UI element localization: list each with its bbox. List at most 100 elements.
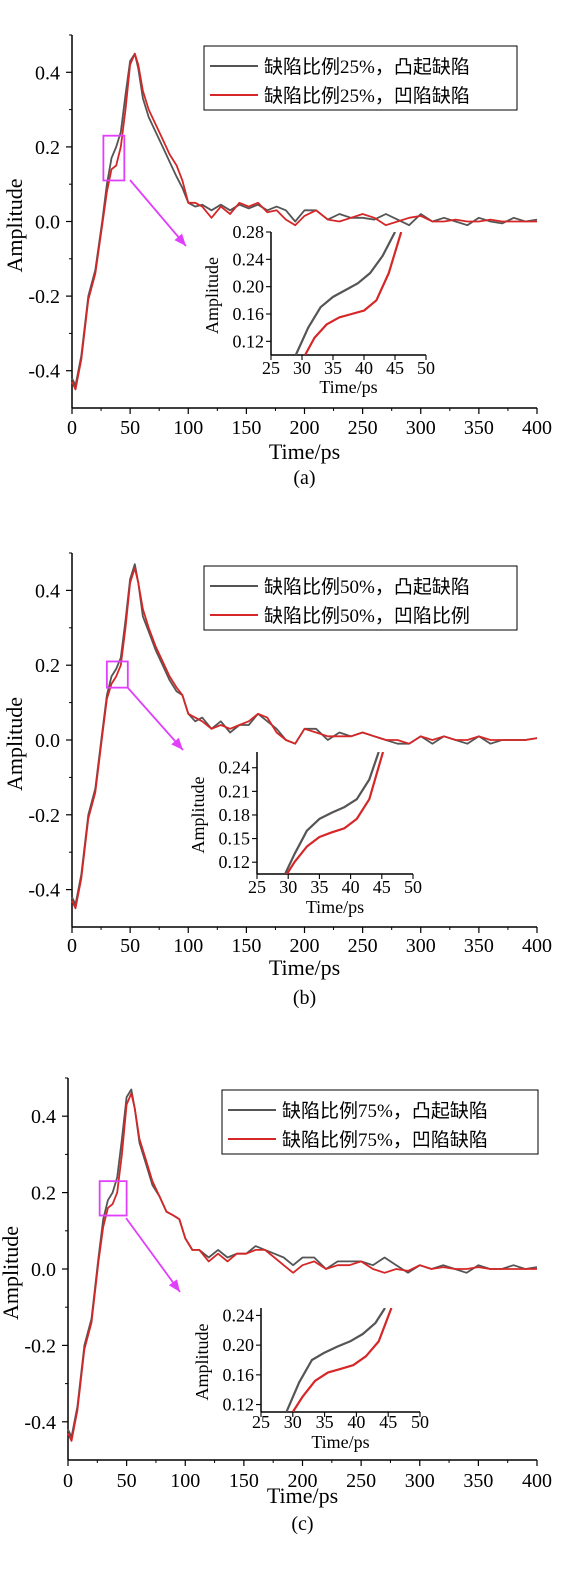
y-tick-label: -0.4: [24, 1412, 56, 1434]
legend-label-2: 缺陷比例50%，凹陷比例: [264, 605, 470, 627]
x-tick-label: 300: [406, 417, 436, 439]
y-axis-label: Amplitude: [0, 1226, 23, 1320]
inset-y-tick-label: 0.21: [219, 781, 251, 801]
x-tick-label: 0: [67, 417, 77, 439]
x-tick-label: 250: [346, 1470, 376, 1492]
x-axis-label: Time/ps: [269, 439, 340, 464]
inset-x-axis-label: Time/ps: [311, 1432, 369, 1452]
x-tick-label: 150: [229, 1470, 259, 1492]
x-tick-label: 350: [464, 417, 494, 439]
y-tick-label: 0.2: [35, 137, 60, 159]
x-axis-label: Time/ps: [267, 1483, 338, 1508]
legend-label-1: 缺陷比例75%，凸起缺陷: [282, 1100, 488, 1122]
inset-x-tick-label: 25: [262, 358, 280, 378]
inset-y-tick-label: 0.20: [223, 1335, 255, 1355]
series-line-2: [71, 567, 538, 910]
inset-y-tick-label: 0.24: [219, 758, 251, 778]
zoom-highlight-box: [102, 134, 126, 182]
y-tick-label: -0.4: [28, 880, 60, 902]
inset-series-line-2: [286, 752, 385, 874]
x-tick-label: 200: [290, 417, 320, 439]
x-tick-label: 0: [63, 1470, 73, 1492]
legend-label-1: 缺陷比例25%，凸起缺陷: [264, 56, 470, 78]
x-tick-label: 350: [464, 935, 494, 957]
zoom-arrow-line: [125, 1217, 181, 1293]
x-tick-label: 50: [117, 1470, 137, 1492]
x-tick-label: 100: [170, 1470, 200, 1492]
inset-x-tick-label: 40: [355, 358, 373, 378]
inset-x-tick-label: 45: [379, 1412, 397, 1432]
y-axis-label: Amplitude: [2, 178, 27, 272]
inset-x-tick-label: 50: [404, 877, 422, 897]
inset-y-tick-label: 0.16: [233, 304, 265, 324]
inset-x-tick-label: 40: [347, 1412, 365, 1432]
legend-label-2: 缺陷比例75%，凹陷缺陷: [282, 1129, 488, 1151]
x-tick-label: 250: [348, 417, 378, 439]
x-tick-label: 200: [290, 935, 320, 957]
inset-x-tick-label: 25: [252, 1412, 270, 1432]
inset-x-axis-label: Time/ps: [319, 377, 377, 397]
inset-x-tick-label: 35: [310, 877, 328, 897]
panel-label: (c): [291, 1513, 313, 1535]
zoom-arrow-line: [129, 179, 187, 247]
x-tick-label: 200: [288, 1470, 318, 1492]
x-tick-label: 400: [522, 1470, 552, 1492]
x-tick-label: 50: [120, 935, 140, 957]
zoom-arrow-head: [171, 737, 183, 750]
inset-y-tick-label: 0.20: [233, 277, 265, 297]
x-tick-label: 150: [231, 935, 261, 957]
legend-frame: [203, 45, 518, 111]
inset-y-tick-label: 0.18: [219, 805, 251, 825]
inset-x-tick-label: 35: [324, 358, 342, 378]
inset-series-line-1: [294, 232, 396, 355]
inset-series-line-1: [285, 1308, 386, 1412]
y-tick-label: 0.0: [35, 212, 60, 234]
inset-y-tick-label: 0.12: [219, 852, 251, 872]
inset-series-line-2: [304, 232, 403, 355]
inset-y-tick-label: 0.24: [223, 1305, 255, 1325]
x-tick-label: 350: [463, 1470, 493, 1492]
chart-panel-3: 0 50 100 150 200 250 300 350 400 -0.4 -0.2 0.0 0.2 0.…: [0, 1077, 552, 1535]
y-tick-label: 0.2: [35, 655, 60, 677]
zoom-arrow-head: [174, 233, 186, 246]
inset-x-axis-label: Time/ps: [306, 897, 364, 917]
series-line-2: [67, 1092, 537, 1442]
x-tick-label: 300: [406, 935, 436, 957]
y-tick-label: 0.2: [31, 1183, 56, 1205]
y-tick-label: -0.2: [24, 1335, 56, 1357]
x-tick-label: 400: [522, 935, 552, 957]
zoom-highlight-box: [105, 660, 129, 689]
zoom-arrow-line: [127, 687, 184, 751]
inset-y-axis-label: Amplitude: [192, 1323, 212, 1400]
panel-label: (b): [293, 987, 316, 1009]
inset-x-tick-label: 50: [417, 358, 435, 378]
x-tick-label: 400: [522, 417, 552, 439]
chart-panel-2: 0 50 100 150 200 250 300 350 400 -0.4 -0.2 0.0 0.2 0.…: [2, 552, 552, 1009]
inset-y-tick-label: 0.15: [219, 829, 251, 849]
inset-series-line-1: [284, 752, 380, 874]
x-tick-label: 50: [120, 417, 140, 439]
legend-frame: [203, 565, 518, 631]
y-tick-label: 0.4: [31, 1106, 56, 1128]
inset-x-tick-label: 50: [411, 1412, 429, 1432]
inset-x-tick-label: 30: [279, 877, 297, 897]
series-line-2: [71, 52, 537, 391]
chart-panel-1: 0 50 100 150 200 250 300 350 400 -0.4 -0.2 0.0 0.2 0.…: [2, 34, 552, 489]
inset-series-line-2: [291, 1308, 393, 1412]
inset-chart: 25 30 35 40 45 50 0.12 0.15 0.18 0.21 0.24 Time/ps A…: [188, 752, 422, 917]
inset-y-tick-label: 0.12: [233, 331, 265, 351]
x-tick-label: 0: [67, 935, 77, 957]
y-tick-label: -0.2: [28, 805, 60, 827]
inset-y-axis-label: Amplitude: [188, 776, 208, 853]
inset-x-tick-label: 25: [248, 877, 266, 897]
inset-y-tick-label: 0.16: [223, 1365, 255, 1385]
y-tick-label: -0.4: [28, 361, 60, 383]
inset-chart: 25 30 35 40 45 50 0.12 0.16 0.20 0.24 Time/ps Ampli…: [192, 1305, 429, 1452]
inset-chart: 25 30 35 40 45 50 0.12 0.16 0.20 0.24 0.28 Time/ps A…: [202, 222, 435, 397]
inset-y-tick-label: 0.12: [223, 1395, 255, 1415]
y-tick-label: 0.0: [31, 1259, 56, 1281]
